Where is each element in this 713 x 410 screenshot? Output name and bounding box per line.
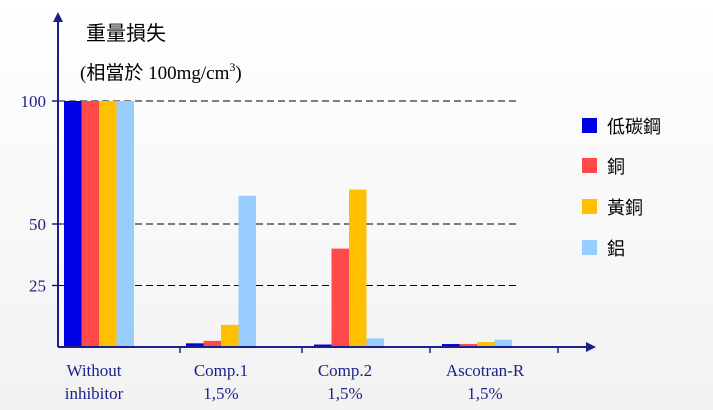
bar-2-0	[314, 344, 332, 347]
bar-0-0	[64, 101, 82, 347]
x-category-label-3-1: 1,5%	[467, 384, 502, 403]
x-category-label-3-0: Ascotran-R	[446, 361, 525, 380]
y-tick-label-25: 25	[29, 277, 46, 296]
x-category-label-0-1: inhibitor	[65, 384, 124, 403]
bar-1-0	[186, 343, 204, 347]
y-tick-labels: 25 50 100	[21, 92, 47, 296]
x-category-label-1-1: 1,5%	[203, 384, 238, 403]
subtitle-prefix: (相當於 100mg/cm	[80, 62, 230, 84]
bar-0-3	[116, 101, 134, 347]
subtitle-superscript: 3	[229, 60, 235, 74]
x-category-label-1-0: Comp.1	[194, 361, 248, 380]
chart-subtitle: (相當於 100mg/cm3)	[80, 60, 242, 84]
bar-1-1	[203, 340, 221, 347]
bar-0-2	[99, 101, 117, 347]
legend-label-3: 鋁	[607, 239, 625, 260]
bar-3-3	[494, 339, 512, 347]
legend-swatch-0	[582, 118, 597, 133]
x-axis-arrow	[586, 342, 596, 352]
bar-3-0	[442, 344, 460, 347]
y-axis-arrow	[53, 12, 63, 22]
bar-2-1	[331, 248, 349, 347]
legend-swatch-1	[582, 158, 597, 173]
bar-3-1	[459, 344, 477, 347]
bar-3-2	[477, 342, 495, 347]
subtitle-suffix: )	[235, 63, 241, 84]
bar-0-1	[81, 101, 99, 347]
axes	[52, 12, 596, 353]
bar-1-2	[221, 324, 239, 347]
y-tick-label-50: 50	[29, 215, 46, 234]
x-category-labels: Without inhibitor Comp.1 1,5% Comp.2 1,5% Asco…	[65, 361, 525, 403]
bar-2-3	[366, 338, 384, 347]
legend-swatch-3	[582, 240, 597, 255]
bar-1-3	[238, 195, 256, 347]
y-tick-label-100: 100	[21, 92, 47, 111]
legend-swatch-2	[582, 199, 597, 214]
x-category-label-2-0: Comp.2	[318, 361, 372, 380]
legend-label-1: 銅	[607, 157, 625, 178]
bar-2-2	[349, 189, 367, 347]
x-category-label-2-1: 1,5%	[327, 384, 362, 403]
legend-label-0: 低碳鋼	[607, 117, 661, 138]
bars	[64, 101, 512, 347]
x-category-label-0-0: Without	[66, 361, 121, 380]
legend-label-2: 黃銅	[607, 198, 643, 219]
chart-title: 重量損失	[86, 21, 166, 45]
